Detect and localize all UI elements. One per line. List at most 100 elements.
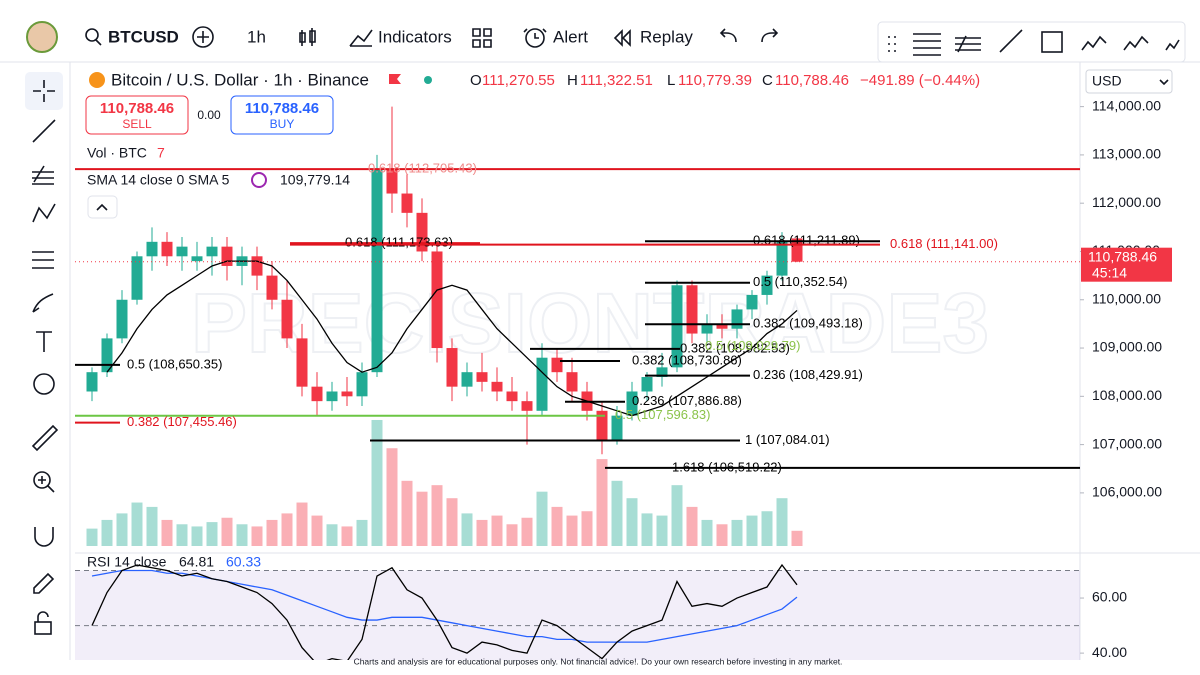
chart-type[interactable] xyxy=(299,28,316,46)
replay-icon[interactable] xyxy=(613,29,631,47)
tool-lock-draw[interactable] xyxy=(33,572,55,594)
indicators[interactable]: Indicators xyxy=(378,27,452,46)
candle-body xyxy=(416,212,428,252)
candle-body xyxy=(476,372,488,382)
tool-channel[interactable] xyxy=(955,35,981,53)
volume-bar xyxy=(386,448,398,546)
candle-body xyxy=(521,401,533,411)
volume-bar xyxy=(791,530,803,546)
sell-button[interactable] xyxy=(85,95,189,135)
undo[interactable] xyxy=(719,28,737,43)
sma-last: 109,779.14 xyxy=(280,172,350,188)
volume-bar xyxy=(506,524,518,546)
rsi-pane xyxy=(75,563,1080,660)
tool-measure[interactable] xyxy=(31,424,59,452)
chart-title: Bitcoin / U.S. Dollar · 1h · Binance xyxy=(111,70,369,89)
candle-body xyxy=(176,246,188,257)
y-tick-label: 108,000.00 xyxy=(1092,387,1162,403)
ohlc-value: 110,788.46 xyxy=(775,72,849,89)
tool-crosshair[interactable] xyxy=(33,80,55,102)
currency[interactable]: USD xyxy=(1092,73,1122,89)
volume-bar xyxy=(236,524,248,546)
main-pane xyxy=(86,106,803,546)
tool-text[interactable] xyxy=(36,331,52,352)
top-toolbar: BTCUSD 1h Indicators Alert Replay xyxy=(0,21,1200,63)
tool-lines[interactable] xyxy=(913,33,941,56)
tool-more[interactable] xyxy=(1165,39,1180,51)
candle-body xyxy=(401,193,413,213)
tool-abcd[interactable] xyxy=(1123,35,1149,51)
tool-brush[interactable] xyxy=(32,293,54,313)
volume-bar xyxy=(551,506,563,546)
search-icon[interactable] xyxy=(85,28,99,42)
candle-body xyxy=(266,275,278,300)
alert[interactable]: Alert xyxy=(553,27,588,46)
collapse-button[interactable] xyxy=(96,203,108,211)
candle-body xyxy=(596,410,608,440)
alert-icon[interactable] xyxy=(525,28,545,48)
drag-handle[interactable] xyxy=(888,36,896,52)
tool-line[interactable] xyxy=(32,119,56,143)
candle-body xyxy=(491,381,503,392)
tool-pattern[interactable] xyxy=(32,203,56,223)
indicators-icon[interactable] xyxy=(349,29,373,47)
candle-body xyxy=(131,256,143,300)
tool-emoji[interactable] xyxy=(33,373,55,395)
candle-body xyxy=(206,246,218,257)
tool-crosshair[interactable] xyxy=(25,72,63,110)
search-icon[interactable] xyxy=(95,39,102,46)
volume-bar xyxy=(536,491,548,546)
candle-body xyxy=(101,338,113,373)
y-tick-label: 112,000.00 xyxy=(1092,194,1161,210)
sma-line xyxy=(106,260,798,417)
rsi-label: RSI 14 close xyxy=(87,554,167,570)
candle-body xyxy=(116,299,128,339)
tool-lock[interactable] xyxy=(34,621,52,635)
volume-label: Vol · BTC xyxy=(87,145,147,161)
tool-rectangle[interactable] xyxy=(1041,31,1063,53)
redo[interactable] xyxy=(761,28,779,43)
sell-price[interactable]: 110,788.46 xyxy=(100,100,174,117)
replay[interactable]: Replay xyxy=(640,27,693,46)
sma-icon[interactable] xyxy=(251,172,267,188)
tool-zoom[interactable] xyxy=(38,476,55,493)
tool-trendline[interactable] xyxy=(999,29,1023,53)
tool-pattern[interactable] xyxy=(1081,35,1107,51)
volume-bar xyxy=(566,515,578,546)
currency-select[interactable] xyxy=(1159,79,1169,86)
buy-label[interactable]: BUY xyxy=(270,117,295,131)
interval[interactable]: 1h xyxy=(247,27,266,46)
tool-lock[interactable] xyxy=(37,611,49,622)
avatar[interactable] xyxy=(26,21,58,53)
volume-bar xyxy=(281,513,293,546)
collapse-button[interactable] xyxy=(87,195,118,219)
alert-icon[interactable] xyxy=(523,28,547,39)
y-tick-label: 114,000.00 xyxy=(1092,97,1161,113)
candle-body xyxy=(86,372,98,392)
currency-select[interactable] xyxy=(1085,69,1173,94)
buy-price[interactable]: 110,788.46 xyxy=(245,100,319,117)
add-symbol[interactable] xyxy=(197,31,209,43)
candle-body xyxy=(701,323,713,334)
templates[interactable] xyxy=(472,28,492,48)
flag[interactable] xyxy=(389,74,401,84)
volume-bar xyxy=(446,498,458,546)
volume-bar xyxy=(266,519,278,546)
add-symbol[interactable] xyxy=(192,26,214,48)
candle-body xyxy=(191,256,203,262)
volume-bar xyxy=(626,498,638,546)
fib-label: 0.382 (108,730.86) xyxy=(632,352,742,367)
sell-label[interactable]: SELL xyxy=(122,117,152,131)
rsi-line xyxy=(91,563,798,660)
tool-magnet[interactable] xyxy=(34,527,54,547)
volume-last: 7 xyxy=(157,145,165,161)
tool-fib[interactable] xyxy=(32,165,54,185)
tool-projection[interactable] xyxy=(32,251,54,269)
sma-label: SMA 14 close 0 SMA 5 xyxy=(87,172,230,188)
tool-zoom[interactable] xyxy=(33,471,51,489)
buy-button[interactable] xyxy=(230,95,334,135)
candle-body xyxy=(251,256,263,276)
symbol[interactable]: BTCUSD xyxy=(108,27,179,46)
volume-bar xyxy=(326,524,338,546)
fib-label: 0.618 (111,173.63) xyxy=(345,235,453,250)
